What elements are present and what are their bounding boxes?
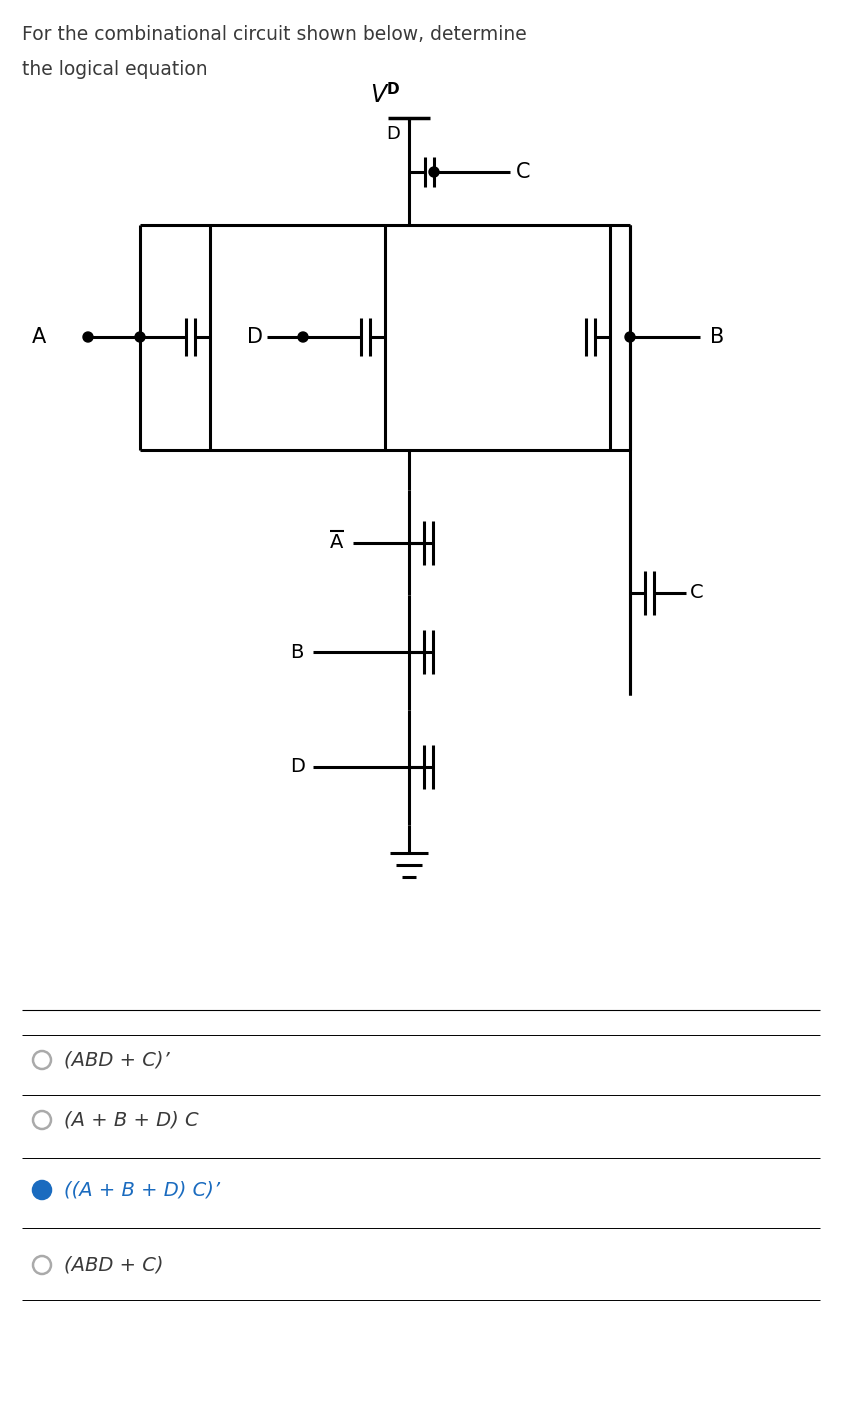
Text: B: B [710,327,724,347]
Text: A: A [32,327,47,347]
Circle shape [83,331,93,343]
Text: C: C [516,161,531,183]
Circle shape [33,1256,51,1274]
Circle shape [625,331,635,343]
Text: (A + B + D) C: (A + B + D) C [64,1110,198,1130]
Text: A: A [330,534,343,552]
Text: D: D [290,758,305,776]
Text: For the combinational circuit shown below, determine: For the combinational circuit shown belo… [22,25,527,44]
Text: the logical equation: the logical equation [22,59,208,79]
Circle shape [135,331,145,343]
Text: ((A + B + D) C)’: ((A + B + D) C)’ [64,1181,220,1199]
Text: D: D [386,125,400,143]
Text: $V$: $V$ [370,84,389,108]
Circle shape [33,1051,51,1069]
Text: C: C [690,583,704,602]
Text: (ABD + C): (ABD + C) [64,1256,164,1274]
Text: D: D [247,327,263,347]
Circle shape [33,1181,51,1199]
Circle shape [33,1112,51,1129]
Text: (ABD + C)’: (ABD + C)’ [64,1051,170,1069]
Text: B: B [290,643,304,661]
Circle shape [429,167,439,177]
Text: D: D [387,82,399,98]
Circle shape [298,331,308,343]
